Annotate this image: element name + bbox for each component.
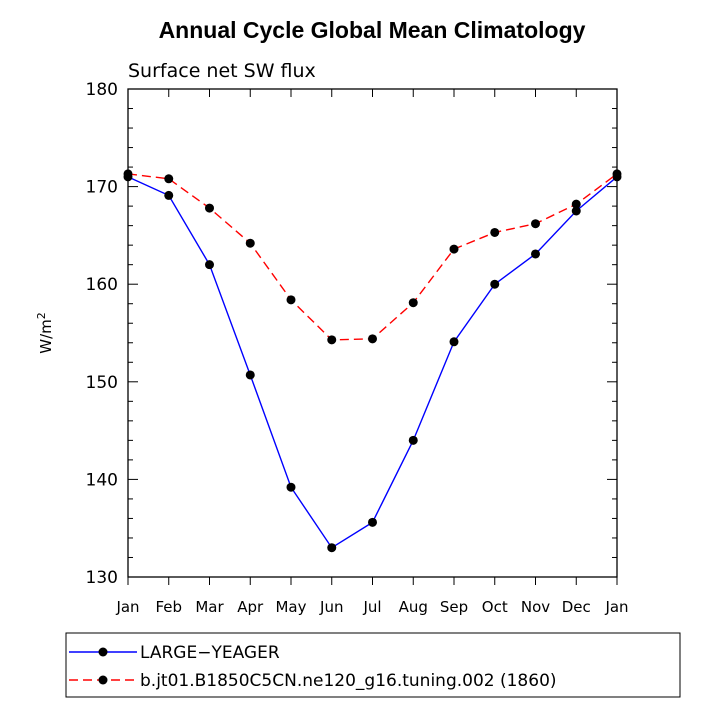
- legend-box: [65, 632, 681, 698]
- series-1-point: [327, 543, 337, 553]
- legend-marker-2: [98, 675, 108, 685]
- x-tick-label: Jul: [362, 598, 381, 616]
- series-2-point: [408, 298, 418, 308]
- series-2-point: [571, 199, 581, 209]
- legend: LARGE−YEAGER b.jt01.B1850C5CN.ne120_g16.t…: [65, 632, 681, 698]
- y-tick-label: 180: [86, 80, 118, 100]
- series-1-point: [205, 260, 214, 270]
- x-tick-label: Mar: [195, 598, 224, 616]
- x-tick-label: Apr: [237, 598, 264, 616]
- x-tick-label: Aug: [399, 598, 428, 616]
- y-axis-label-superscript: 2: [35, 312, 48, 319]
- series-2-point: [205, 203, 214, 213]
- series-1-point: [571, 206, 581, 216]
- series-1-point: [286, 482, 296, 492]
- x-tick-label: Oct: [482, 598, 508, 616]
- y-tick-label: 130: [86, 568, 118, 588]
- series-1-point: [408, 435, 418, 445]
- chart-subtitle: Surface net SW flux: [128, 60, 316, 82]
- series-2-point: [245, 238, 255, 248]
- series-1-point: [245, 370, 255, 380]
- x-tick-label: Dec: [562, 598, 591, 616]
- series-line-1: [127, 176, 618, 549]
- series-2-point: [123, 169, 133, 179]
- series-1-point: [490, 279, 500, 289]
- series-2-point: [612, 169, 622, 179]
- legend-marker-1: [98, 647, 108, 657]
- x-tick-label: May: [275, 598, 306, 616]
- legend-label-2: b.jt01.B1850C5CN.ne120_g16.tuning.002 (1…: [140, 671, 557, 691]
- x-tick-label: Jan: [115, 598, 139, 616]
- y-axis-label-main: W/m: [37, 319, 55, 354]
- x-tick-label: Sep: [440, 598, 468, 616]
- chart-title: Annual Cycle Global Mean Climatology: [159, 17, 586, 43]
- series-1-point: [449, 337, 459, 347]
- x-tick-label: Jun: [319, 598, 343, 616]
- plot-area: 130 140 150 160 170 180 Jan Feb Mar Apr May Jun Jul A…: [86, 80, 629, 616]
- series-2-point: [449, 244, 459, 254]
- y-tick-label: 150: [86, 373, 118, 393]
- y-axis-label: W/m2: [35, 312, 55, 354]
- series-2-point: [327, 335, 337, 345]
- series-2-point: [490, 227, 500, 237]
- y-tick-label: 160: [86, 275, 118, 295]
- series-2-point: [164, 174, 174, 184]
- series-2-point: [286, 295, 296, 305]
- y-tick-label: 170: [86, 178, 118, 198]
- x-tick-label: Feb: [155, 598, 182, 616]
- y-tick-label: 140: [86, 470, 118, 490]
- plot-frame: [127, 88, 618, 578]
- x-tick-label: Nov: [521, 598, 550, 616]
- series-line-2: [127, 173, 618, 341]
- x-tick-label: Jan: [604, 598, 628, 616]
- legend-label-1: LARGE−YEAGER: [140, 643, 280, 663]
- series-1-point: [164, 190, 174, 200]
- series-1-point: [531, 249, 540, 259]
- series-2-point: [368, 334, 377, 344]
- series-2-point: [531, 219, 540, 229]
- series-1-point: [368, 517, 377, 527]
